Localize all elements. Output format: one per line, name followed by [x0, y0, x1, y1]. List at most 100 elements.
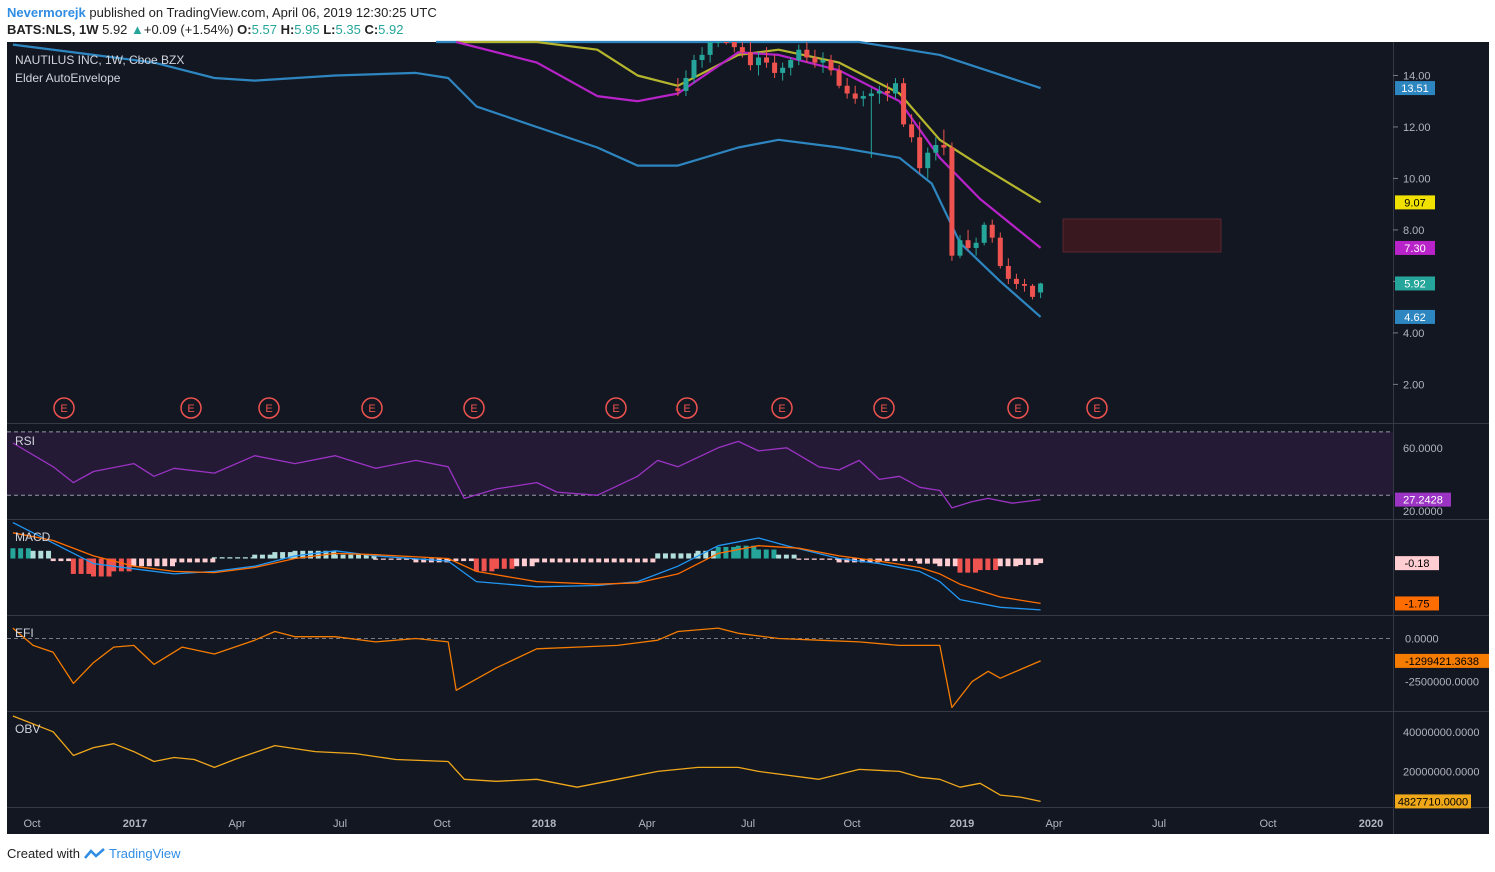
rsi-band-fill [7, 431, 1393, 496]
macd-histogram-bar [388, 558, 394, 560]
author-name[interactable]: Nevermorejk [7, 5, 86, 20]
macd-histogram-bar [565, 558, 571, 563]
earnings-marker [463, 397, 485, 419]
macd-histogram-bar [259, 554, 265, 559]
earnings-marker-label: E [683, 403, 690, 415]
brand-name[interactable]: TradingView [108, 846, 181, 861]
high-value: 5.95 [294, 22, 320, 37]
price-badge-label: 9.07 [1404, 197, 1425, 209]
macd-histogram-bar [292, 550, 298, 559]
macd-histogram-bar [468, 558, 474, 562]
macd-histogram-bar [521, 558, 527, 567]
macd-histogram-bar [900, 558, 906, 562]
macd-histogram-bar [78, 558, 84, 574]
macd-histogram-bar [884, 558, 890, 562]
close-label: C: [364, 22, 379, 37]
price-badge [1395, 81, 1435, 96]
candle-body [699, 54, 705, 61]
macd-histogram-bar [859, 558, 865, 563]
macd-histogram-bar [46, 550, 52, 559]
candle-body [772, 62, 778, 73]
macd-histogram-bar [783, 554, 789, 559]
macd-histogram-bar [776, 554, 782, 559]
candle-body [925, 152, 931, 169]
low-label: L: [323, 22, 336, 37]
earnings-marker [771, 397, 793, 419]
symbol-label: BATS:NLS, 1W [7, 22, 99, 37]
candle-body [884, 90, 890, 94]
indicator-label: Elder AutoEnvelope [15, 71, 121, 85]
macd-histogram-bar [573, 558, 579, 563]
earnings-marker-label: E [60, 403, 67, 415]
macd-histogram-bar [836, 558, 842, 563]
macd-histogram-bar [373, 558, 379, 560]
macd-histogram-bar [501, 558, 507, 569]
macd-histogram-bar [642, 558, 648, 563]
candle-body [820, 60, 826, 63]
macd-histogram-bar [634, 558, 640, 563]
macd-histogram-bar [549, 558, 555, 563]
earnings-marker-label: E [778, 403, 785, 415]
publish-header: Nevermorejk published on TradingView.com… [7, 5, 437, 20]
time-axis-label: Oct [1259, 818, 1276, 830]
obv-label: OBV [15, 722, 40, 736]
macd-histogram-bar [804, 558, 810, 560]
price-tick-label: 8.00 [1403, 225, 1424, 237]
candle-body [852, 93, 858, 99]
macd-histogram-bar [194, 558, 200, 563]
macd-histogram-bar [211, 557, 217, 559]
macd-histogram-bar [703, 550, 709, 559]
macd-histogram-bar [1013, 558, 1019, 567]
candle-body [788, 60, 794, 68]
price-badge-label: 13.51 [1401, 83, 1429, 95]
macd-histogram-bar [267, 554, 273, 559]
earnings-marker-label: E [880, 403, 887, 415]
macd-histogram-bar [404, 558, 410, 560]
macd-histogram-bar [187, 558, 193, 563]
macd-histogram-bar [580, 558, 586, 563]
macd-histogram-bar [227, 557, 233, 559]
macd-histogram-bar [763, 549, 769, 559]
candle-body [707, 42, 713, 55]
forecast-box [1062, 218, 1222, 253]
macd-histogram-bar [131, 558, 137, 567]
macd-histogram-bar [421, 558, 427, 563]
macd-histogram-bar [363, 554, 369, 559]
earnings-marker [361, 397, 383, 419]
price-tick-label: 10.00 [1403, 173, 1431, 185]
macd-histogram-bar [1025, 558, 1031, 565]
macd-histogram-bar [619, 558, 625, 563]
last-price: 5.92 [102, 22, 128, 37]
time-axis-label: Oct [843, 818, 860, 830]
price-badge [1395, 195, 1435, 210]
macd-histogram-bar [743, 545, 749, 559]
macd-histogram-bar [307, 550, 313, 559]
macd-histogram-bar [514, 558, 520, 567]
earnings-marker-label: E [1014, 403, 1021, 415]
macd-histogram-bar [907, 558, 913, 562]
candle-body [796, 49, 802, 61]
earnings-marker [180, 397, 202, 419]
candle-body [675, 88, 681, 91]
candle-body [764, 57, 770, 63]
candle-body [844, 85, 850, 94]
macd-histogram-bar [917, 558, 923, 564]
macd-histogram-bar [819, 558, 825, 560]
macd-histogram-bar [481, 558, 487, 572]
price-badge [1395, 240, 1435, 255]
macd-histogram-bar [139, 558, 145, 567]
macd-histogram-bar [957, 558, 963, 573]
macd-histogram-bar [356, 554, 362, 559]
chart-title: NAUTILUS INC, 1W, Cboe BZX [15, 53, 184, 67]
macd-histogram-bar [332, 554, 338, 559]
macd-histogram-bar [58, 558, 64, 562]
rsi-tick-label: 20.0000 [1403, 506, 1443, 518]
macd-histogram-bar [977, 558, 983, 571]
earnings-marker [1086, 397, 1108, 419]
macd-histogram-bar [662, 553, 668, 559]
macd-value-label: -0.18 [1404, 558, 1429, 570]
macd-histogram-bar [331, 550, 337, 559]
macd-histogram-bar [811, 558, 817, 560]
macd-histogram-bar [751, 545, 757, 559]
